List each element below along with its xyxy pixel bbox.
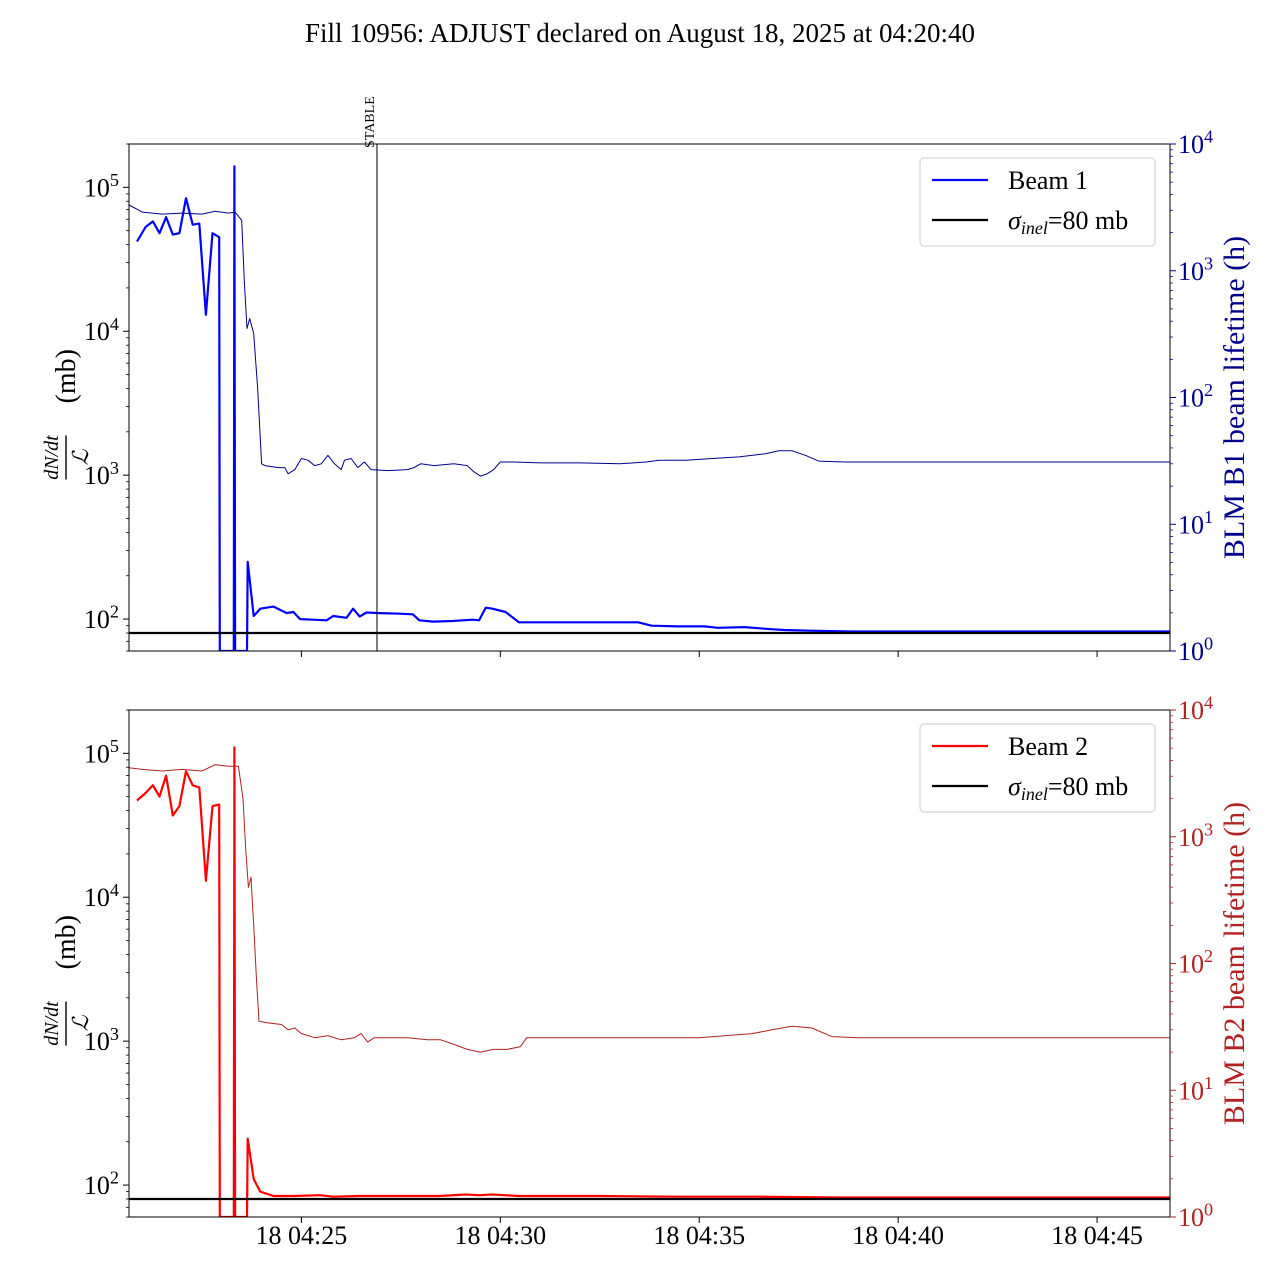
legend-entry-label: σinel=80 mb	[1008, 772, 1128, 804]
y-left-tick-label: 103	[84, 1024, 119, 1056]
y-right-tick-label: 103	[1178, 819, 1213, 851]
y-right-tick-label: 102	[1178, 946, 1213, 978]
y-right-axis-label: BLM B1 beam lifetime (h)	[1218, 236, 1251, 559]
y-left-tick-label: 105	[84, 170, 119, 202]
legend-entry-label: σinel=80 mb	[1008, 206, 1128, 238]
x-tick-label: 18 04:35	[653, 1221, 745, 1250]
legend-entry-label: Beam 2	[1008, 732, 1088, 761]
y-label-denominator: ℒ	[68, 1014, 93, 1031]
y-right-tick-label: 100	[1178, 1200, 1213, 1232]
y-right-tick-label: 104	[1178, 127, 1213, 159]
series-line-blm-b2-beam-lifetime	[129, 764, 1170, 1053]
y-label-unit: (mb)	[51, 915, 82, 969]
legend: Beam 2 σinel=80 mb	[919, 723, 1156, 813]
y-left-axis-label: dN/dt ℒ (mb)	[41, 915, 93, 1046]
panel-bottom: 102 103 104 105 100 101 102 103 104 18 04:25 18 04…	[41, 693, 1251, 1250]
figure-title: Fill 10956: ADJUST declared on August 18…	[305, 18, 975, 48]
legend: Beam 1 σinel=80 mb	[919, 157, 1156, 247]
stable-marker-label: STABLE	[363, 96, 378, 148]
y-left-tick-label: 105	[84, 736, 119, 768]
y-right-tick-label: 101	[1178, 507, 1213, 539]
panel-top: STABLE 102 103 104 105 100 101 102 103 104 dN/dt ℒ (…	[41, 96, 1251, 666]
y-label-denominator: ℒ	[68, 448, 93, 465]
y-right-tick-label: 102	[1178, 380, 1213, 412]
series-line-beam-2	[136, 746, 1170, 1217]
x-tick-label: 18 04:45	[1051, 1221, 1143, 1250]
series-line-blm-b1-beam-lifetime	[129, 204, 1170, 477]
y-left-axis-label: dN/dt ℒ (mb)	[41, 349, 93, 480]
y-left-tick-label: 103	[84, 458, 119, 490]
y-left-tick-label: 102	[84, 1168, 119, 1200]
y-right-tick-label: 103	[1178, 253, 1213, 285]
y-right-tick-label: 101	[1178, 1073, 1213, 1105]
y-left-tick-label: 102	[84, 602, 119, 634]
y-right-tick-label: 104	[1178, 693, 1213, 725]
plot-area	[129, 746, 1170, 1217]
x-tick-label: 18 04:25	[256, 1221, 348, 1250]
y-label-numerator: dN/dt	[41, 435, 63, 480]
plot-area	[129, 165, 1170, 651]
y-right-axis-label: BLM B2 beam lifetime (h)	[1218, 802, 1251, 1125]
x-tick-label: 18 04:40	[852, 1221, 944, 1250]
series-line-beam-1	[136, 165, 1170, 651]
x-tick-label: 18 04:30	[454, 1221, 546, 1250]
y-right-tick-label: 100	[1178, 634, 1213, 666]
y-label-unit: (mb)	[51, 349, 82, 403]
y-left-tick-label: 104	[84, 314, 119, 346]
y-left-tick-label: 104	[84, 880, 119, 912]
y-label-numerator: dN/dt	[41, 1001, 63, 1046]
legend-entry-label: Beam 1	[1008, 166, 1088, 195]
